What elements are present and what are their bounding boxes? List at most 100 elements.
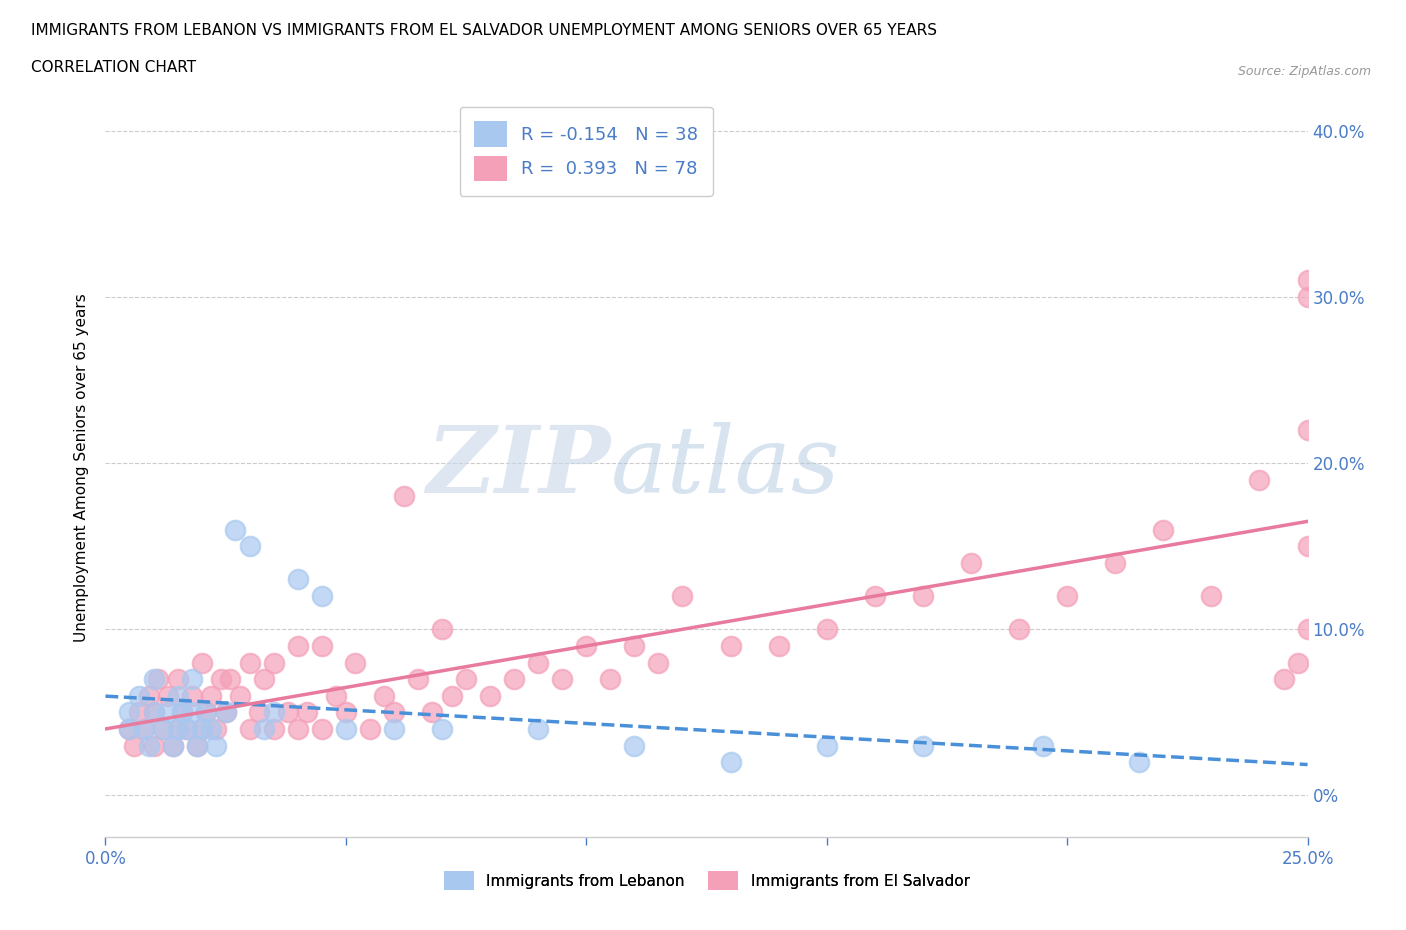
Point (623, 639, 645, 654)
Point (599, 671, 621, 686)
Point (176, 722, 198, 737)
Point (422, 705, 444, 720)
Point (162, 738, 184, 753)
Point (623, 738, 645, 753)
Point (911, 589, 934, 604)
Point (181, 671, 204, 686)
Point (440, 688, 463, 703)
Point (142, 738, 165, 753)
Point (214, 705, 236, 720)
Point (911, 738, 934, 753)
Point (181, 705, 204, 720)
Point (344, 655, 367, 670)
Point (118, 722, 141, 737)
Point (138, 688, 160, 703)
Point (229, 688, 252, 703)
Point (335, 722, 357, 737)
Point (647, 655, 669, 670)
Point (287, 572, 309, 587)
Point (172, 705, 194, 720)
Point (311, 722, 333, 737)
Point (1296, 273, 1319, 288)
Point (287, 722, 309, 737)
Point (152, 722, 174, 737)
Point (503, 671, 526, 686)
Point (142, 705, 165, 720)
Point (815, 738, 838, 753)
Point (181, 688, 204, 703)
Point (373, 688, 395, 703)
Point (148, 671, 170, 686)
Point (205, 738, 228, 753)
Point (200, 688, 222, 703)
Point (359, 722, 381, 737)
Point (527, 722, 550, 737)
Text: atlas: atlas (610, 422, 839, 512)
Point (247, 705, 270, 720)
Point (479, 688, 502, 703)
Point (406, 671, 429, 686)
Point (311, 639, 333, 654)
Text: Source: ZipAtlas.com: Source: ZipAtlas.com (1237, 65, 1371, 78)
Point (1128, 755, 1150, 770)
Point (224, 522, 246, 537)
Point (152, 722, 174, 737)
Point (527, 655, 550, 670)
Point (1296, 538, 1319, 553)
Point (287, 639, 309, 654)
Point (195, 705, 218, 720)
Point (166, 722, 188, 737)
Point (132, 722, 155, 737)
Point (200, 722, 222, 737)
Point (118, 722, 141, 737)
Point (176, 722, 198, 737)
Point (430, 622, 453, 637)
Point (863, 589, 886, 604)
Point (138, 738, 160, 753)
Point (209, 671, 232, 686)
Point (195, 705, 218, 720)
Point (132, 722, 155, 737)
Point (190, 722, 212, 737)
Point (128, 688, 150, 703)
Point (263, 655, 285, 670)
Point (575, 639, 598, 654)
Point (720, 755, 742, 770)
Point (297, 705, 319, 720)
Point (1296, 289, 1319, 304)
Point (1056, 589, 1078, 604)
Point (1008, 622, 1031, 637)
Text: CORRELATION CHART: CORRELATION CHART (31, 60, 195, 75)
Point (454, 671, 477, 686)
Point (263, 705, 285, 720)
Point (128, 705, 150, 720)
Point (142, 705, 165, 720)
Point (1296, 622, 1319, 637)
Point (239, 538, 262, 553)
Text: IMMIGRANTS FROM LEBANON VS IMMIGRANTS FROM EL SALVADOR UNEMPLOYMENT AMONG SENIOR: IMMIGRANTS FROM LEBANON VS IMMIGRANTS FR… (31, 23, 936, 38)
Point (239, 655, 262, 670)
Point (1152, 522, 1174, 537)
Text: ZIP: ZIP (426, 422, 610, 512)
Point (166, 671, 188, 686)
Point (671, 589, 693, 604)
Point (325, 688, 347, 703)
Point (263, 722, 285, 737)
Point (1286, 655, 1309, 670)
Point (156, 688, 179, 703)
Legend: Immigrants from Lebanon, Immigrants from El Salvador: Immigrants from Lebanon, Immigrants from… (437, 865, 976, 896)
Point (1201, 589, 1223, 604)
Point (166, 722, 188, 737)
Point (190, 722, 212, 737)
Point (253, 671, 276, 686)
Point (253, 722, 276, 737)
Point (1296, 422, 1319, 437)
Point (551, 671, 574, 686)
Point (1249, 472, 1271, 487)
Y-axis label: Unemployment Among Seniors over 65 years: Unemployment Among Seniors over 65 years (75, 293, 90, 642)
Point (1272, 671, 1295, 686)
Point (142, 671, 165, 686)
Point (118, 705, 141, 720)
Point (382, 705, 405, 720)
Point (219, 671, 242, 686)
